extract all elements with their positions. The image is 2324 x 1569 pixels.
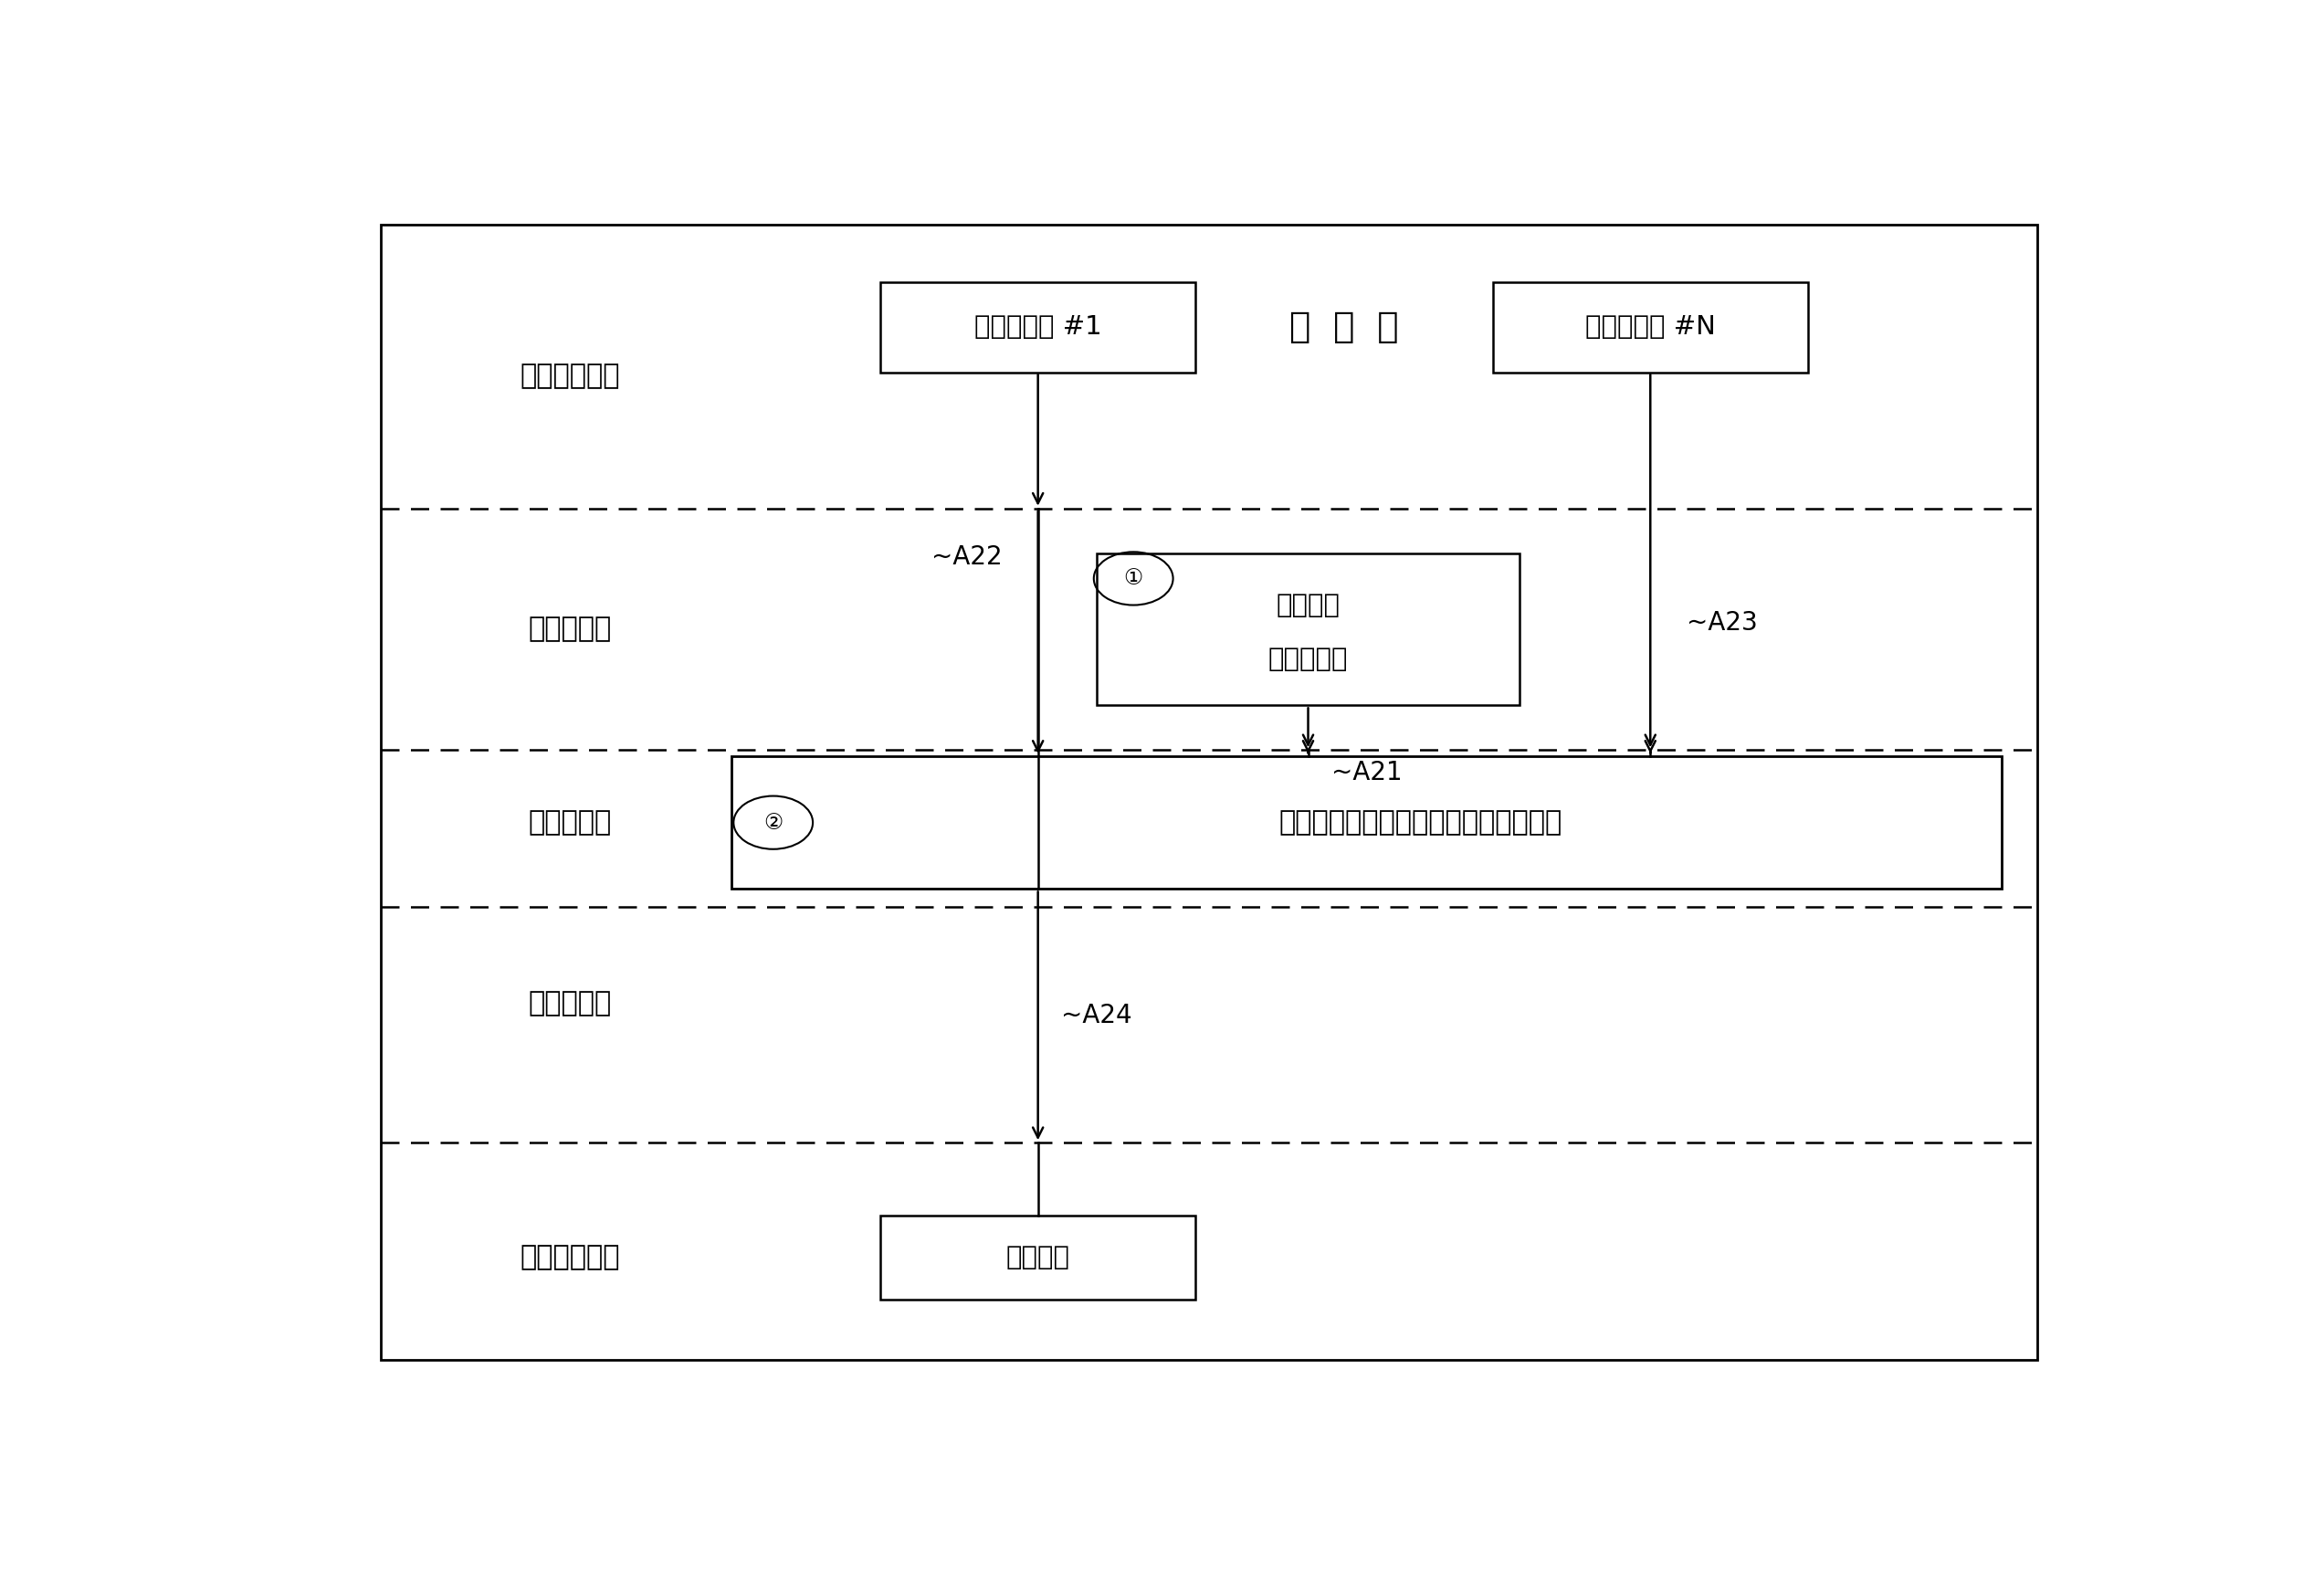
Text: 发送侧模块: 发送侧模块 xyxy=(528,617,611,642)
Text: ・  ・  ・: ・ ・ ・ xyxy=(1290,309,1399,345)
Text: ~A21: ~A21 xyxy=(1332,761,1401,786)
Bar xyxy=(1097,554,1520,704)
Text: 声音输入设备: 声音输入设备 xyxy=(521,362,621,389)
Bar xyxy=(732,756,2001,890)
Text: 麦克风声音 #1: 麦克风声音 #1 xyxy=(974,314,1102,340)
Text: ①: ① xyxy=(1125,568,1143,590)
Text: 根据发声状况自动调整发声语音的位置: 根据发声状况自动调整发声语音的位置 xyxy=(1278,810,1562,836)
Text: 用户的状况: 用户的状况 xyxy=(1269,646,1348,672)
Text: 识别发声: 识别发声 xyxy=(1276,593,1341,618)
Bar xyxy=(881,1214,1195,1299)
Text: ②: ② xyxy=(765,811,783,833)
Text: ~A23: ~A23 xyxy=(1687,610,1757,635)
Bar xyxy=(881,282,1195,372)
Text: 声音输出设备: 声音输出设备 xyxy=(521,1244,621,1271)
Text: 麦克风声音 #N: 麦克风声音 #N xyxy=(1585,314,1715,340)
Bar xyxy=(1492,282,1808,372)
Text: 输出声音: 输出声音 xyxy=(1006,1244,1069,1271)
Text: 服务器程序: 服务器程序 xyxy=(528,810,611,836)
Text: ~A22: ~A22 xyxy=(932,544,1002,570)
Text: ~A24: ~A24 xyxy=(1062,1003,1132,1029)
Text: 接收侧模块: 接收侧模块 xyxy=(528,990,611,1017)
